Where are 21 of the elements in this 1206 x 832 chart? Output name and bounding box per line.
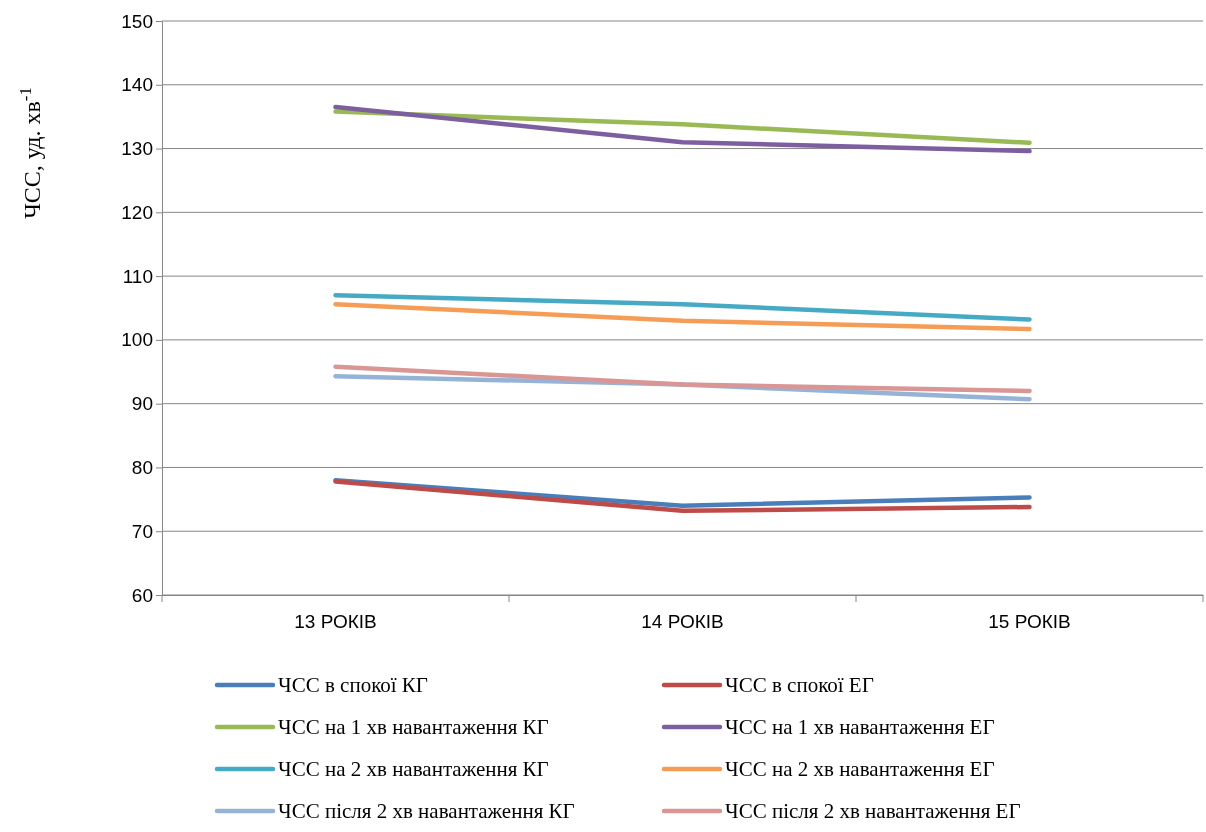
legend-label: ЧСС на 2 хв навантаження ЕГ <box>725 757 995 781</box>
y-tick-label: 60 <box>131 584 153 606</box>
x-tick-label: 14 РОКІВ <box>641 611 724 633</box>
legend-label: ЧСС на 1 хв навантаження КГ <box>278 715 549 739</box>
legend-label: ЧСС в спокої ЕГ <box>725 673 874 697</box>
legend-label: ЧСС після 2 хв навантаження КГ <box>278 799 575 823</box>
x-tick-label: 15 РОКІВ <box>988 611 1071 633</box>
y-tick-label: 110 <box>122 265 153 287</box>
y-tick-label: 100 <box>121 329 153 351</box>
y-tick-label: 140 <box>121 74 153 96</box>
legend-label: ЧСС в спокої КГ <box>278 673 429 697</box>
y-tick-label: 70 <box>131 520 153 542</box>
legend-label: ЧСС на 2 хв навантаження КГ <box>278 757 549 781</box>
legend-label: ЧСС після 2 хв навантаження ЕГ <box>725 799 1021 823</box>
y-tick-label: 80 <box>131 457 153 479</box>
y-tick-label: 150 <box>121 10 153 32</box>
y-tick-label: 130 <box>121 138 153 160</box>
x-tick-label: 13 РОКІВ <box>294 611 377 633</box>
y-tick-label: 90 <box>131 393 153 415</box>
y-tick-label: 120 <box>121 201 153 223</box>
legend-label: ЧСС на 1 хв навантаження ЕГ <box>725 715 995 739</box>
